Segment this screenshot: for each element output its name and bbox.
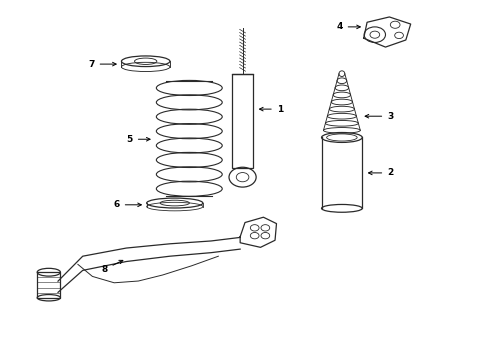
Text: 3: 3 [365,112,393,121]
Text: 2: 2 [368,168,393,177]
Bar [37,272,60,298]
Text: 5: 5 [126,135,150,144]
Text: 4: 4 [336,22,360,31]
Text: 8: 8 [101,260,123,274]
Text: 1: 1 [260,105,283,114]
Text: 6: 6 [114,200,141,209]
Text: 7: 7 [88,60,116,69]
Bar [232,74,253,168]
